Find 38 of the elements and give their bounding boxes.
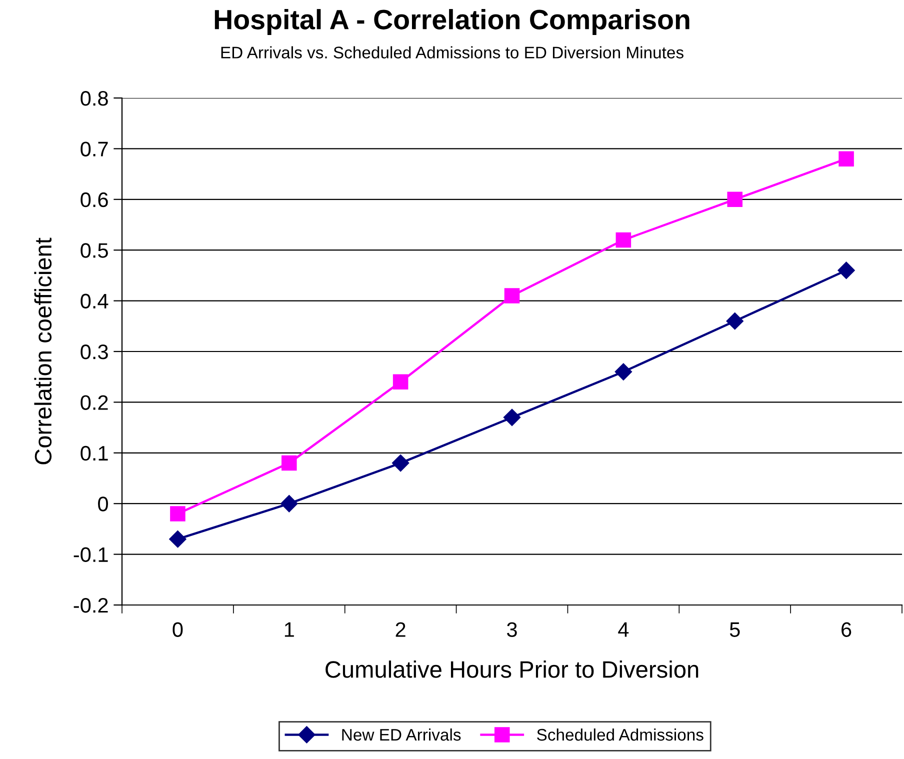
point [392, 374, 408, 390]
point [614, 363, 632, 380]
x-tick-label: 3 [507, 622, 517, 637]
y-tick-label: 0.7 [80, 142, 108, 156]
x-tick-label: 5 [730, 622, 740, 637]
y-tick-label: 0.8 [80, 91, 108, 106]
point [280, 495, 298, 512]
point [169, 530, 186, 548]
y-tick-label: 0.2 [80, 395, 108, 410]
x-tick-label: 1 [284, 622, 294, 637]
point [726, 312, 744, 330]
x-axis-title: Cumulative Hours Prior to Diversion [326, 660, 698, 678]
y-tick-label: 0.3 [80, 344, 108, 360]
x-tick-label: 6 [842, 622, 852, 637]
point [727, 192, 742, 208]
point [503, 408, 521, 426]
point [504, 288, 520, 304]
y-axis-title: Correlation coefficient [34, 238, 52, 464]
y-tick-label: 0.6 [80, 192, 108, 208]
x-tick-label: 2 [396, 622, 406, 637]
y-tick-label: 0.5 [80, 243, 108, 258]
point [392, 454, 410, 472]
legend-label: New ED Arrivals [342, 728, 461, 741]
y-tick-label: -0.1 [74, 547, 108, 562]
point [838, 262, 855, 279]
y-tick-label: -0.2 [74, 598, 108, 613]
point [282, 455, 297, 471]
x-tick-label: 4 [618, 622, 629, 637]
chart-title: Hospital A - Correlation Comparison [214, 9, 690, 35]
chart-subtitle: ED Arrivals vs. Scheduled Admissions to ED Diversion Minutes [221, 46, 684, 58]
point [838, 151, 854, 166]
y-tick-label: 0.1 [80, 446, 108, 461]
y-tick-label: 0.4 [80, 294, 108, 309]
x-tick-label: 0 [172, 622, 183, 637]
legend-label: Scheduled Admissions [537, 728, 704, 741]
point [170, 506, 186, 522]
point [616, 232, 632, 248]
y-tick-label: 0 [98, 496, 108, 512]
